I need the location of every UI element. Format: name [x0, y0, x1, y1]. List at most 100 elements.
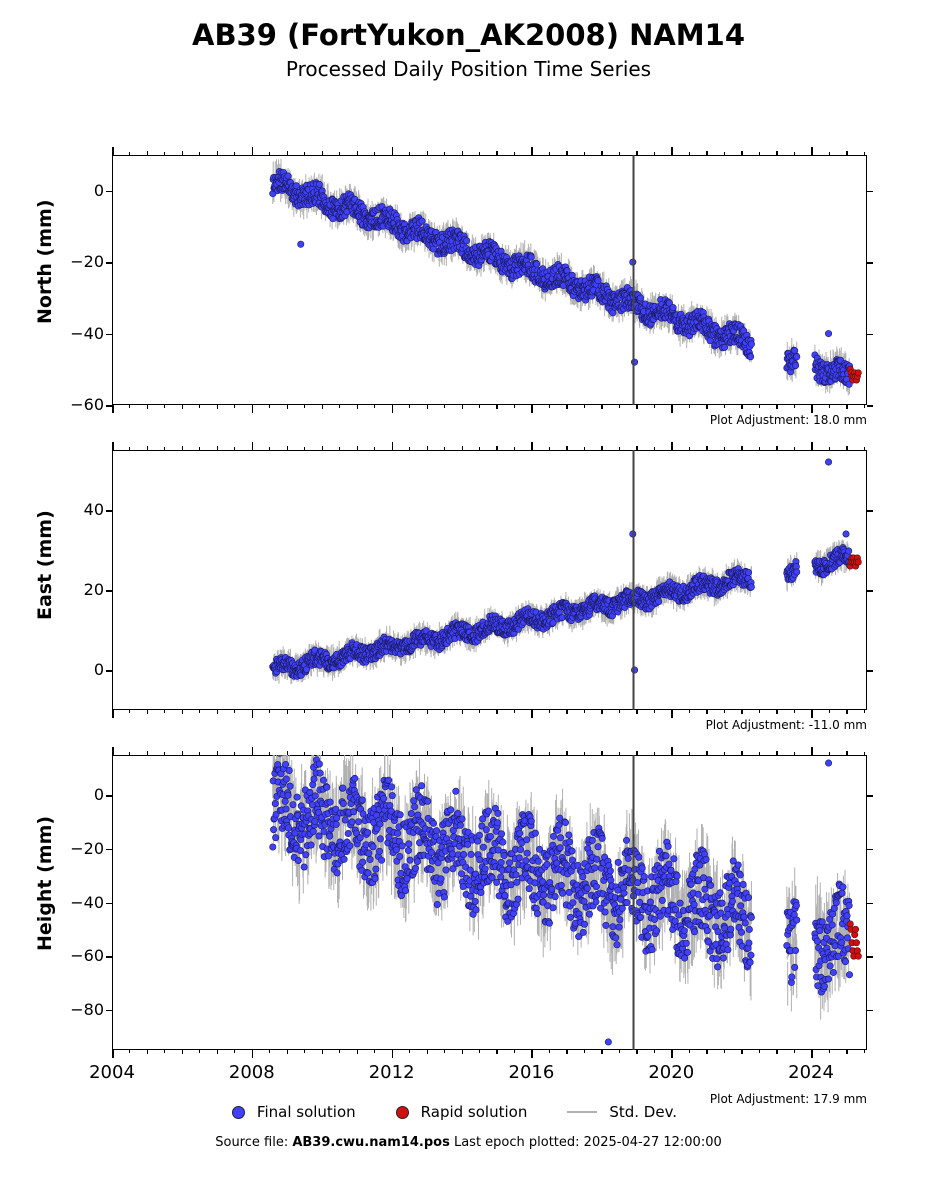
xtick	[776, 1050, 778, 1054]
footer-epoch-prefix: Last epoch plotted:	[450, 1135, 584, 1150]
xtick	[496, 710, 498, 714]
xtick-minor	[409, 710, 410, 713]
xtick	[636, 446, 638, 450]
xtick	[601, 710, 603, 714]
xtick-minor	[549, 1050, 550, 1053]
xtick	[531, 1050, 533, 1058]
xtick	[566, 751, 568, 755]
ytick	[867, 849, 873, 851]
xtick-minor	[654, 405, 655, 408]
legend-marker-icon	[232, 1106, 245, 1119]
panel-height	[112, 755, 867, 1050]
ytick-label: 0	[54, 785, 104, 804]
xtick	[217, 405, 219, 409]
xtick-minor	[374, 152, 375, 155]
xtick	[846, 446, 848, 450]
xtick	[671, 710, 673, 718]
ytick	[106, 670, 112, 672]
ytick	[867, 334, 873, 336]
xtick	[182, 151, 184, 155]
xtick	[566, 405, 568, 409]
xtick-minor	[234, 152, 235, 155]
xtick	[427, 710, 429, 714]
xtick	[147, 751, 149, 755]
xtick-minor	[584, 752, 585, 755]
xtick-minor	[129, 405, 130, 408]
xtick-minor	[339, 710, 340, 713]
xtick	[741, 710, 743, 714]
xtick	[392, 710, 394, 718]
xtick	[462, 151, 464, 155]
xtick-minor	[339, 405, 340, 408]
xtick-minor	[654, 752, 655, 755]
xtick	[601, 446, 603, 450]
xtick-minor	[129, 447, 130, 450]
xtick-label: 2020	[648, 1062, 694, 1083]
legend-label: Final solution	[257, 1103, 356, 1121]
xtick	[252, 710, 254, 718]
xtick	[636, 751, 638, 755]
ytick	[106, 262, 112, 264]
ytick	[106, 510, 112, 512]
xtick-minor	[619, 752, 620, 755]
xtick-minor	[759, 1050, 760, 1053]
xtick-minor	[584, 152, 585, 155]
xtick-minor	[864, 152, 865, 155]
xtick-minor	[724, 710, 725, 713]
xtick	[217, 710, 219, 714]
xtick-minor	[479, 447, 480, 450]
xtick-minor	[689, 152, 690, 155]
ytick-label: 20	[54, 580, 104, 599]
xtick	[776, 446, 778, 450]
xtick	[846, 405, 848, 409]
xtick	[671, 747, 673, 755]
xtick	[217, 151, 219, 155]
xtick	[392, 1050, 394, 1058]
xtick-minor	[269, 752, 270, 755]
xtick	[776, 751, 778, 755]
ytick-label: −60	[54, 395, 104, 414]
xtick	[601, 1050, 603, 1054]
xtick	[147, 405, 149, 409]
xtick-minor	[374, 710, 375, 713]
xtick	[112, 710, 114, 718]
xtick-minor	[514, 447, 515, 450]
xtick	[322, 405, 324, 409]
xtick-minor	[199, 405, 200, 408]
xtick-minor	[514, 152, 515, 155]
xtick-minor	[794, 752, 795, 755]
xtick-minor	[514, 752, 515, 755]
xtick-minor	[234, 447, 235, 450]
xtick	[252, 405, 254, 413]
ytick	[867, 1010, 873, 1012]
xtick-minor	[514, 710, 515, 713]
ytick	[106, 590, 112, 592]
xtick-minor	[724, 1050, 725, 1053]
xtick	[322, 710, 324, 714]
xtick-minor	[444, 152, 445, 155]
footer-text: Source file: AB39.cwu.nam14.pos Last epo…	[0, 1135, 937, 1150]
xtick-minor	[444, 405, 445, 408]
ytick	[867, 903, 873, 905]
xtick-minor	[759, 152, 760, 155]
xtick	[706, 1050, 708, 1054]
xtick-minor	[409, 1050, 410, 1053]
xtick-minor	[479, 405, 480, 408]
xtick-minor	[549, 447, 550, 450]
xtick-minor	[549, 752, 550, 755]
xtick	[846, 1050, 848, 1054]
xtick	[427, 405, 429, 409]
xtick-minor	[829, 447, 830, 450]
xtick	[182, 710, 184, 714]
xtick	[287, 1050, 289, 1054]
xtick-minor	[549, 710, 550, 713]
ylabel-height: Height (mm)	[34, 816, 56, 951]
ytick	[867, 956, 873, 958]
xtick-minor	[444, 447, 445, 450]
xtick	[566, 1050, 568, 1054]
xtick-minor	[269, 710, 270, 713]
xtick	[776, 710, 778, 714]
xtick	[811, 710, 813, 718]
xtick-minor	[374, 447, 375, 450]
xtick	[147, 710, 149, 714]
